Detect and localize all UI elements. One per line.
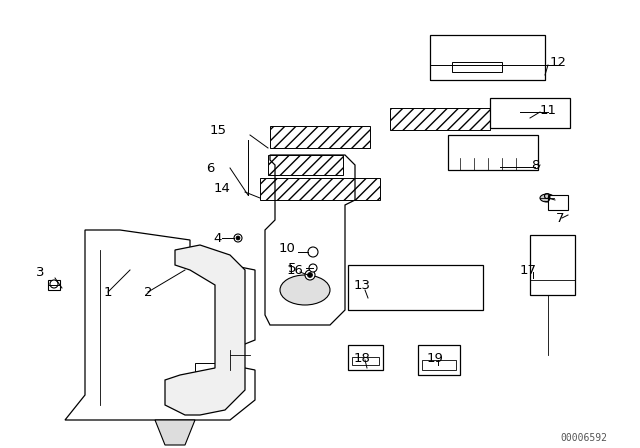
Bar [418, 345, 460, 375]
Bar [452, 62, 502, 72]
Text: 13: 13 [353, 279, 371, 292]
Circle shape [305, 270, 315, 280]
Text: 3: 3 [36, 266, 44, 279]
Ellipse shape [280, 275, 330, 305]
Bar [195, 363, 225, 375]
Text: 17: 17 [520, 263, 536, 276]
Text: 7: 7 [556, 211, 564, 224]
Text: 1: 1 [104, 285, 112, 298]
Text: 19: 19 [427, 352, 444, 365]
Ellipse shape [540, 194, 554, 202]
Bar [548, 195, 568, 210]
Circle shape [308, 247, 318, 257]
Bar [422, 360, 456, 370]
Text: 12: 12 [550, 56, 566, 69]
Circle shape [236, 236, 240, 240]
Bar [348, 265, 483, 310]
Text: 16: 16 [287, 263, 303, 276]
Text: 11: 11 [540, 103, 557, 116]
Text: 9: 9 [542, 191, 550, 204]
Polygon shape [65, 230, 255, 420]
Text: 4: 4 [214, 232, 222, 245]
Bar [530, 235, 575, 295]
Text: 15: 15 [209, 124, 227, 137]
Bar [48, 280, 60, 290]
Text: 14: 14 [214, 181, 230, 194]
Bar [430, 35, 545, 80]
Bar [348, 345, 383, 370]
Polygon shape [165, 245, 245, 415]
Polygon shape [155, 420, 195, 445]
Text: 2: 2 [144, 285, 152, 298]
Circle shape [309, 264, 317, 272]
Text: 8: 8 [531, 159, 539, 172]
Polygon shape [265, 155, 355, 325]
Bar [490, 98, 570, 128]
Text: 00006592: 00006592 [560, 433, 607, 443]
Text: 18: 18 [353, 352, 371, 365]
Text: 10: 10 [278, 241, 296, 254]
Text: 5: 5 [288, 262, 296, 275]
Circle shape [234, 234, 242, 242]
Circle shape [307, 272, 312, 277]
Bar [448, 135, 538, 170]
Text: 6: 6 [206, 161, 214, 175]
Circle shape [50, 280, 58, 288]
Bar [352, 357, 379, 365]
